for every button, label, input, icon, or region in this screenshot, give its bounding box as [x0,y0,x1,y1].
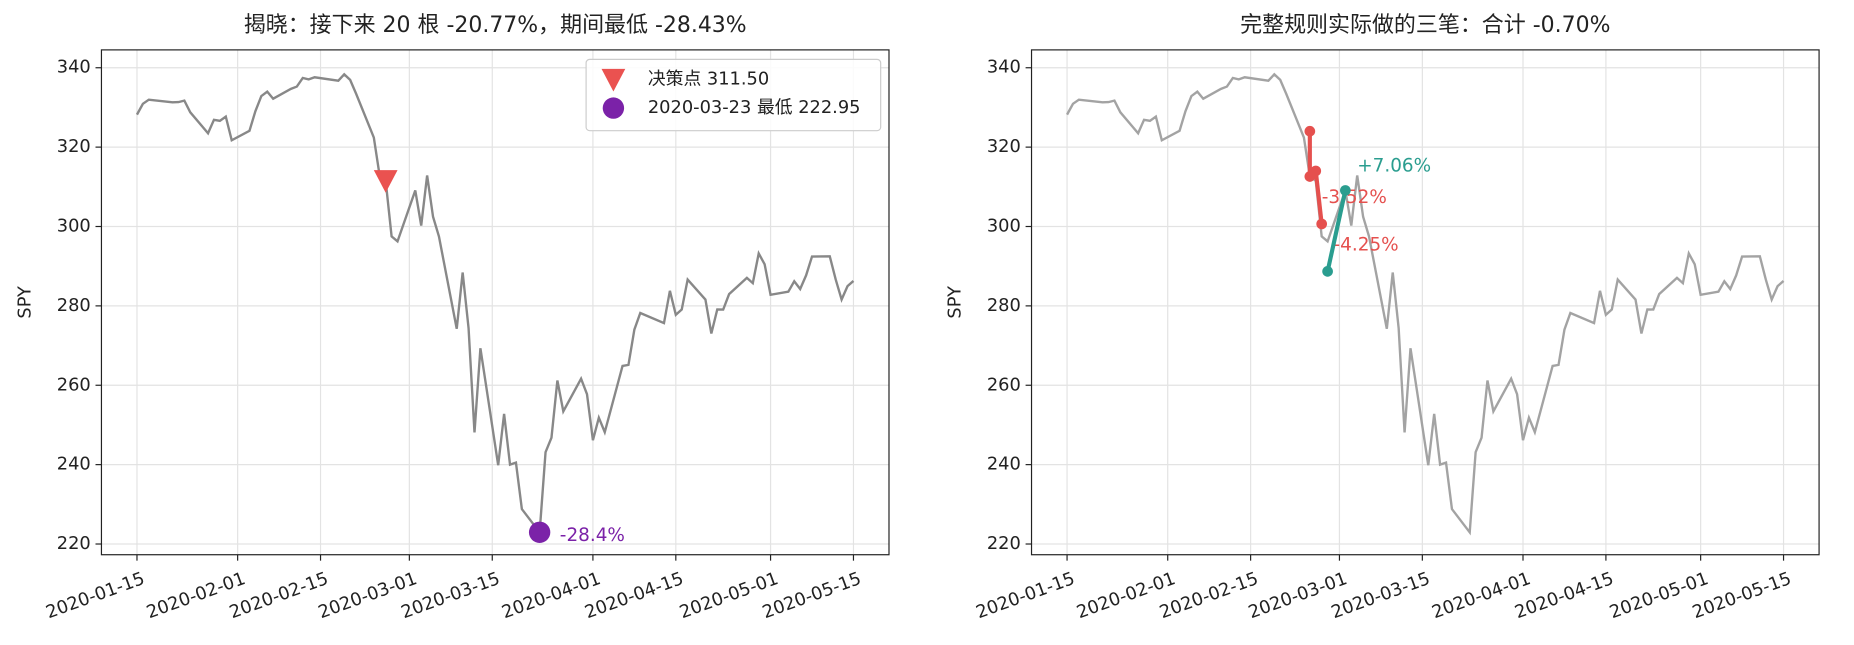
y-tick-label: 240 [987,454,1021,475]
y-tick-label: 220 [987,533,1021,554]
trade-point [1310,165,1322,177]
y-axis-label: SPY [14,286,35,319]
y-axis-label: SPY [945,286,966,319]
axes-frame [1030,49,1820,556]
low-marker [528,521,551,543]
y-tick-label: 300 [57,216,91,237]
legend-marker [602,97,625,119]
x-tick-label: 2020-01-15 [973,568,1077,623]
point-label: -3.52% [1322,187,1387,208]
legend-marker [601,68,626,92]
legend-label: 2020-03-23 最低 222.95 [648,97,861,118]
y-tick-label: 280 [57,295,91,316]
trade-line [1313,170,1324,225]
decision-marker [373,170,398,193]
legend-box [585,58,882,132]
y-tick-label: 320 [987,136,1021,157]
y-tick-label: 340 [57,57,91,78]
y-tick-label: 260 [987,374,1021,395]
price-line [135,72,855,536]
trade-point [1316,218,1328,230]
trade-line [1325,189,1348,272]
point-label: -4.25% [1334,234,1399,255]
point-label: +7.06% [1357,156,1431,177]
y-tick-label: 280 [987,295,1021,316]
price-line [1066,72,1785,536]
y-tick-label: 320 [57,136,91,157]
chart-title: 完整规则实际做的三笔：合计 -0.70% [1240,13,1610,38]
y-tick-label: 220 [57,533,91,554]
y-tick-label: 260 [57,374,91,395]
chart-title: 揭晓：接下来 20 根 -20.77%，期间最低 -28.43% [244,13,747,38]
point-label: -28.4% [560,525,625,546]
y-tick-label: 240 [57,454,91,475]
x-tick-label: 2020-01-15 [43,568,147,623]
trade-point [1340,185,1351,196]
trade-point [1322,266,1333,277]
y-tick-label: 300 [987,216,1021,237]
axes-frame [100,49,890,556]
y-tick-label: 340 [987,57,1021,78]
legend-label: 决策点 311.50 [648,69,769,90]
trade-point [1304,125,1316,137]
